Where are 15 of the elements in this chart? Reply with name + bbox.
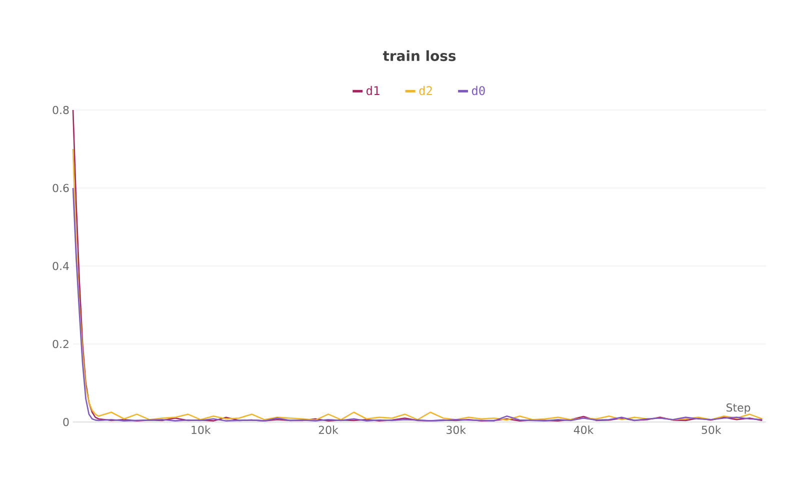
chart-title: train loss	[382, 50, 456, 62]
y-tick-label: 0	[63, 418, 69, 426]
legend-label: d0	[472, 86, 485, 96]
y-tick-label: 0.8	[52, 106, 69, 114]
x-tick-label: 10k	[192, 426, 211, 434]
x-tick-label: 20k	[318, 426, 338, 434]
y-tick-label: 0.2	[52, 340, 68, 348]
y-tick-label: 0.4	[52, 262, 69, 270]
x-tick-label: 50k	[702, 426, 722, 434]
x-tick-label: 30k	[446, 426, 466, 434]
x-tick-label: 40k	[574, 426, 594, 434]
y-tick-label: 0.6	[52, 184, 69, 192]
legend-label: d2	[419, 86, 432, 96]
legend-label: d1	[366, 86, 380, 96]
x-axis-title: Step	[726, 403, 750, 414]
